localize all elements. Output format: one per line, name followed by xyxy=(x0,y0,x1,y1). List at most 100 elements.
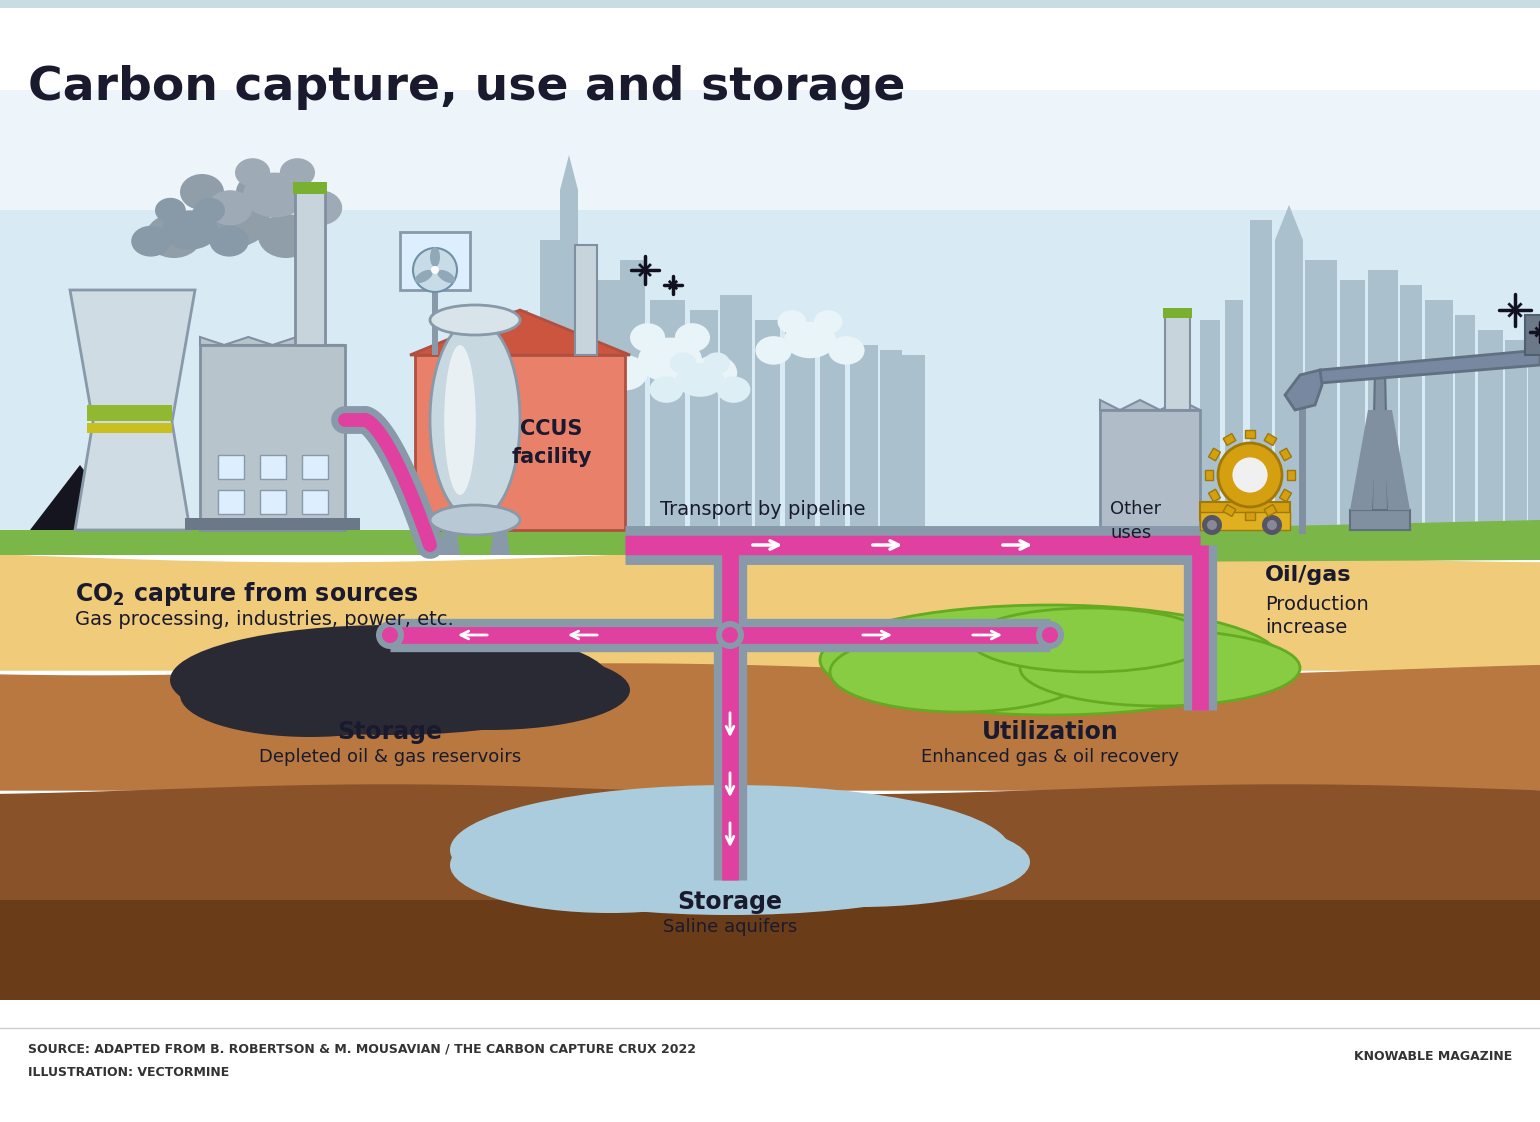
Ellipse shape xyxy=(444,344,476,495)
Ellipse shape xyxy=(450,817,770,913)
Polygon shape xyxy=(1223,433,1235,445)
Bar xyxy=(755,320,779,530)
Ellipse shape xyxy=(1232,458,1267,493)
Bar xyxy=(590,280,621,530)
Ellipse shape xyxy=(970,608,1210,672)
Bar xyxy=(650,300,685,530)
Bar xyxy=(541,240,562,530)
Bar xyxy=(1525,315,1540,355)
Ellipse shape xyxy=(297,191,342,226)
Ellipse shape xyxy=(722,627,738,643)
Ellipse shape xyxy=(830,632,1090,712)
Text: Carbon capture, use and storage: Carbon capture, use and storage xyxy=(28,65,906,110)
Ellipse shape xyxy=(1261,515,1281,535)
Bar xyxy=(302,490,328,514)
Bar xyxy=(470,330,491,530)
Bar xyxy=(1368,270,1398,530)
Ellipse shape xyxy=(1043,627,1058,643)
Bar xyxy=(899,355,926,530)
Bar xyxy=(1200,502,1291,519)
Ellipse shape xyxy=(1267,519,1277,530)
Polygon shape xyxy=(1275,205,1303,240)
Text: Storage: Storage xyxy=(678,890,782,914)
Ellipse shape xyxy=(437,270,456,283)
Text: Storage: Storage xyxy=(337,720,442,744)
Ellipse shape xyxy=(541,793,819,863)
Ellipse shape xyxy=(638,338,702,383)
Polygon shape xyxy=(1209,448,1221,461)
Ellipse shape xyxy=(162,211,219,249)
Polygon shape xyxy=(1264,505,1277,516)
Ellipse shape xyxy=(602,356,648,390)
Ellipse shape xyxy=(1019,629,1300,706)
Polygon shape xyxy=(1320,350,1540,383)
Bar xyxy=(219,490,243,514)
Polygon shape xyxy=(200,337,345,344)
Bar xyxy=(430,355,450,530)
Bar xyxy=(1250,220,1272,530)
Text: Transport by pipeline: Transport by pipeline xyxy=(661,500,865,519)
Bar xyxy=(850,344,878,530)
Ellipse shape xyxy=(431,266,439,274)
Ellipse shape xyxy=(430,320,521,519)
Text: Gas processing, industries, power, etc.: Gas processing, industries, power, etc. xyxy=(75,610,454,629)
Text: Depleted oil & gas reservoirs: Depleted oil & gas reservoirs xyxy=(259,748,521,766)
Bar xyxy=(1351,511,1411,530)
Text: $\mathbf{CO_2}$ capture from sources: $\mathbf{CO_2}$ capture from sources xyxy=(75,580,419,608)
Bar xyxy=(1304,260,1337,530)
Bar xyxy=(400,232,470,289)
Bar xyxy=(0,900,1540,1000)
Text: SOURCE: ADAPTED FROM B. ROBERTSON & M. MOUSAVIAN / THE CARBON CAPTURE CRUX 2022: SOURCE: ADAPTED FROM B. ROBERTSON & M. M… xyxy=(28,1042,696,1055)
Text: Utilization: Utilization xyxy=(981,720,1118,744)
Ellipse shape xyxy=(630,323,665,352)
Bar xyxy=(500,310,528,530)
Bar xyxy=(1340,280,1364,530)
Polygon shape xyxy=(29,465,129,530)
Ellipse shape xyxy=(382,627,397,643)
Ellipse shape xyxy=(670,352,696,374)
Polygon shape xyxy=(561,155,578,190)
Ellipse shape xyxy=(650,376,684,403)
Ellipse shape xyxy=(784,322,836,358)
Bar xyxy=(879,350,902,530)
Polygon shape xyxy=(1244,512,1255,519)
Bar xyxy=(621,260,645,530)
Bar xyxy=(1455,315,1475,530)
Ellipse shape xyxy=(716,376,750,403)
Bar xyxy=(561,190,578,530)
Bar xyxy=(450,344,474,530)
Ellipse shape xyxy=(675,323,710,352)
Ellipse shape xyxy=(194,197,225,223)
Ellipse shape xyxy=(350,650,630,730)
Bar xyxy=(433,265,437,355)
Ellipse shape xyxy=(146,214,202,258)
Ellipse shape xyxy=(243,173,306,218)
Bar xyxy=(1400,285,1421,530)
Bar xyxy=(1528,350,1540,530)
Ellipse shape xyxy=(236,174,280,210)
Bar xyxy=(86,405,172,421)
Bar xyxy=(293,182,326,194)
Polygon shape xyxy=(899,519,1540,563)
Polygon shape xyxy=(1100,401,1200,410)
Ellipse shape xyxy=(1036,620,1064,649)
Ellipse shape xyxy=(414,270,433,283)
Polygon shape xyxy=(1287,470,1295,480)
Bar xyxy=(1424,300,1454,530)
Bar xyxy=(1200,320,1220,530)
Ellipse shape xyxy=(259,214,314,258)
Bar xyxy=(1224,300,1243,530)
Bar xyxy=(296,190,325,344)
Polygon shape xyxy=(1204,470,1214,480)
Text: CCUS
facility: CCUS facility xyxy=(511,419,591,467)
Polygon shape xyxy=(1280,448,1292,461)
Bar xyxy=(185,518,360,530)
Bar xyxy=(0,530,1540,555)
Bar xyxy=(1163,309,1192,318)
Text: Oil/gas: Oil/gas xyxy=(1264,565,1352,585)
Ellipse shape xyxy=(249,632,450,692)
Ellipse shape xyxy=(681,797,939,867)
Bar xyxy=(1200,512,1291,530)
Bar xyxy=(302,456,328,479)
Ellipse shape xyxy=(1207,519,1217,530)
